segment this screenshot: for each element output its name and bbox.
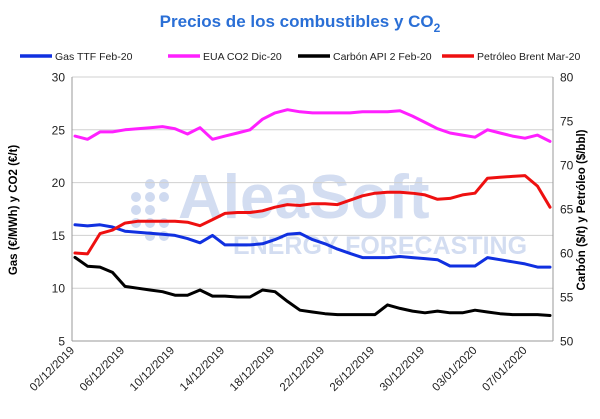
y-right-axis-label: Carbón ($/t) y Petróleo ($/bbl) xyxy=(576,129,588,290)
series-lines xyxy=(73,108,552,317)
watermark-dot-0 xyxy=(145,179,155,189)
y-right-tick-1: 55 xyxy=(560,291,574,305)
watermark-dot-2 xyxy=(131,192,141,202)
x-tick-3: 14/12/2019 xyxy=(178,345,227,394)
x-tick-4: 18/12/2019 xyxy=(228,345,277,394)
watermark-dot-5 xyxy=(131,205,141,215)
watermark-text: AleaSoft xyxy=(178,163,429,232)
watermark-dot-8 xyxy=(145,218,155,228)
legend: Gas TTF Feb-20 EUA CO2 Dic-20 Carbón API 2… xyxy=(20,51,580,63)
x-tick-7: 30/12/2019 xyxy=(378,345,427,394)
legend-label-2: Carbón API 2 Feb-20 xyxy=(333,51,432,63)
series-line-3 xyxy=(73,174,552,256)
y-left-tick-4: 25 xyxy=(52,123,66,137)
x-tick-9: 07/01/2020 xyxy=(480,345,529,394)
y-left-tick-2: 15 xyxy=(52,229,66,243)
series-line-1 xyxy=(73,108,552,143)
watermark-dot-4 xyxy=(159,192,169,202)
legend-label-0: Gas TTF Feb-20 xyxy=(55,51,133,63)
y-left-axis-label: Gas (€/MWh) y CO2 (€/t) xyxy=(8,145,20,276)
chart-title: Precios de los combustibles y CO2 xyxy=(160,12,441,35)
y-left-tick-0: 5 xyxy=(58,335,65,349)
x-tick-8: 03/01/2020 xyxy=(430,345,479,394)
x-tick-2: 10/12/2019 xyxy=(128,345,177,394)
y-right-tick-2: 60 xyxy=(560,247,574,261)
y-left-tick-5: 30 xyxy=(52,71,66,85)
x-tick-0: 02/12/2019 xyxy=(28,345,77,394)
series-line-2 xyxy=(73,255,552,317)
chart-title-main: Precios de los combustibles y CO xyxy=(160,12,434,31)
y-right-tick-4: 70 xyxy=(560,159,574,173)
y-right-tick-3: 65 xyxy=(560,203,574,217)
watermark-dot-3 xyxy=(145,192,155,202)
watermark-dot-9 xyxy=(159,218,169,228)
watermark-dot-6 xyxy=(145,205,155,215)
x-tick-5: 22/12/2019 xyxy=(278,345,327,394)
y-right-tick-0: 50 xyxy=(560,335,574,349)
legend-label-3: Petróleo Brent Mar-20 xyxy=(477,51,580,63)
x-tick-1: 06/12/2019 xyxy=(78,345,127,394)
y-left-tick-3: 20 xyxy=(52,176,66,190)
watermark-subtext: ENERGY FORECASTING xyxy=(233,232,527,260)
y-right-tick-5: 75 xyxy=(560,115,574,129)
y-left-tick-1: 10 xyxy=(52,282,66,296)
chart-title-subscript: 2 xyxy=(434,21,441,35)
x-tick-6: 26/12/2019 xyxy=(328,345,377,394)
watermark-dot-1 xyxy=(159,179,169,189)
series-line-0 xyxy=(73,223,552,269)
y-right-tick-6: 80 xyxy=(560,71,574,85)
legend-label-1: EUA CO2 Dic-20 xyxy=(203,51,282,63)
